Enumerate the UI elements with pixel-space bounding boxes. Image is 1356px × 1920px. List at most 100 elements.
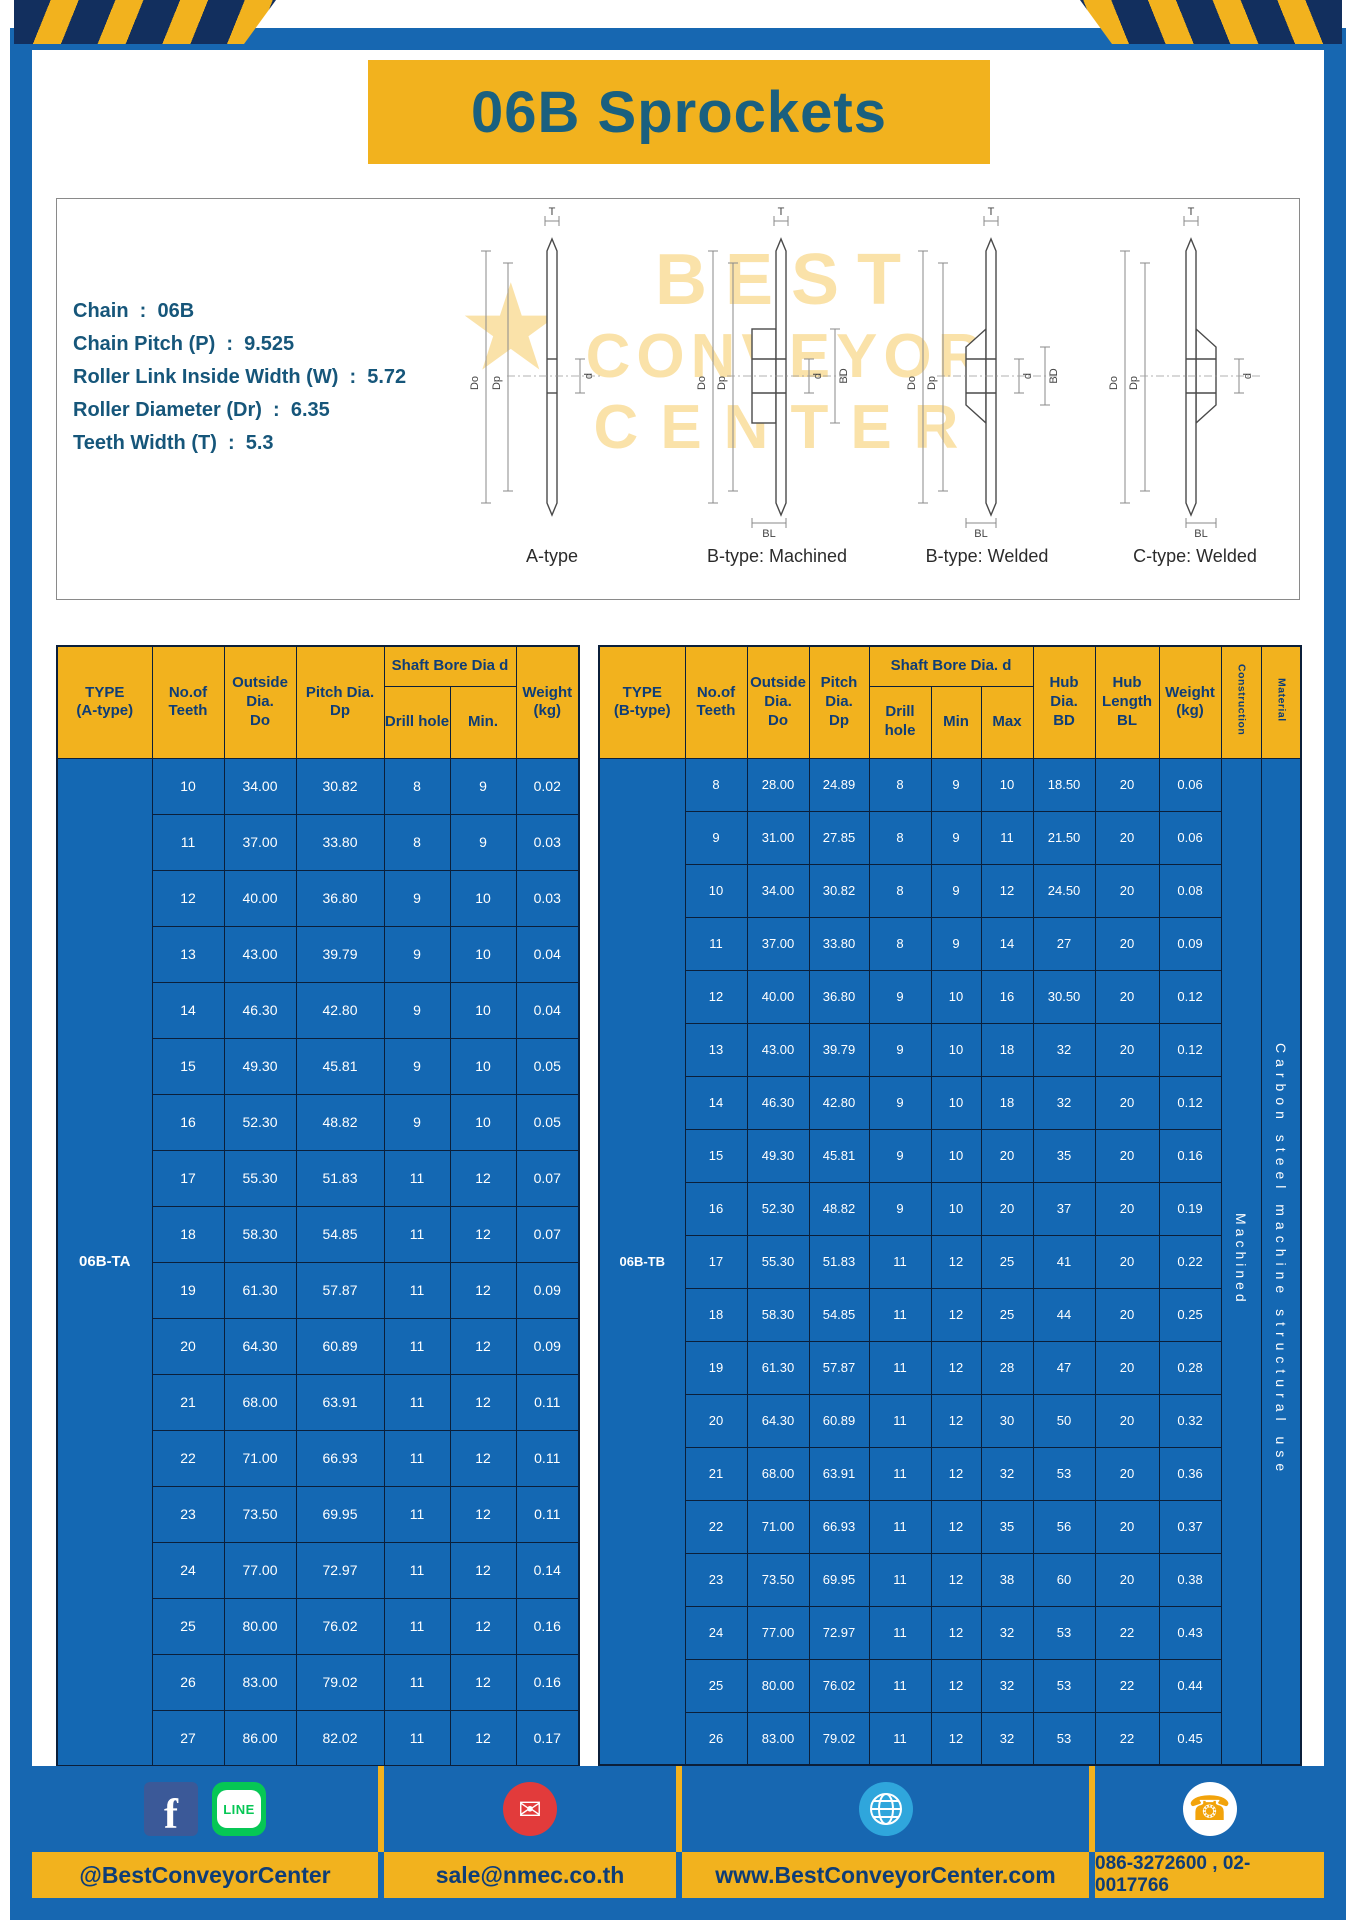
spec-line: Roller Link Inside Width (W) : 5.72 <box>73 366 407 388</box>
drawing-caption: A-type <box>525 546 579 566</box>
table-cell: 18 <box>151 1205 225 1263</box>
table-cell: 76.02 <box>808 1658 870 1713</box>
table-row: 9 31.00 27.85 8 9 11 21.50 20 0.06 <box>599 810 1301 865</box>
table-cell: 0.05 <box>515 1037 580 1095</box>
table-cell: 12 <box>930 1340 982 1395</box>
table-cell: 18 <box>980 1022 1034 1077</box>
table-cell: 20 <box>1094 1499 1160 1554</box>
table-cell: 20 <box>1094 1446 1160 1501</box>
website-url[interactable]: www.BestConveyorCenter.com <box>682 1852 1095 1898</box>
table-cell: 18 <box>980 1075 1034 1130</box>
col-header-hub-dia: Hub Dia. BD <box>1032 645 1096 759</box>
col-group-shaft-bore: Shaft Bore Dia d <box>383 645 517 687</box>
table-cell: 9 <box>684 810 748 865</box>
table-cell: 25 <box>684 1658 748 1713</box>
table-row: 20 64.30 60.89 11 12 0.09 <box>57 1317 580 1375</box>
table-cell: 9 <box>868 1128 932 1183</box>
table-row: 18 58.30 54.85 11 12 25 44 20 0.25 <box>599 1287 1301 1342</box>
table-cell: 38 <box>980 1552 1034 1607</box>
table-cell: 43.00 <box>746 1022 810 1077</box>
spec-line: Chain Pitch (P) : 9.525 <box>73 333 295 355</box>
table-row: 10 34.00 30.82 8 9 12 24.50 20 0.08 <box>599 863 1301 918</box>
table-cell: 50 <box>1032 1393 1096 1448</box>
table-cell: 71.00 <box>746 1499 810 1554</box>
table-cell: 83.00 <box>223 1653 297 1711</box>
phone-icon[interactable]: ☎ <box>1182 1782 1237 1836</box>
email-icon[interactable]: ✉ <box>503 1782 557 1836</box>
table-cell: 12 <box>449 1205 517 1263</box>
svg-text:Dp: Dp <box>926 376 938 390</box>
table-row: 15 49.30 45.81 9 10 20 35 20 0.16 <box>599 1128 1301 1183</box>
footer-email-section: ✉ <box>384 1766 682 1852</box>
table-cell: 9 <box>383 925 451 983</box>
phone-numbers[interactable]: 086-3272600 , 02-0017766 <box>1095 1853 1251 1896</box>
table-cell: 24 <box>684 1605 748 1660</box>
table-cell: 0.45 <box>1158 1711 1222 1766</box>
table-cell: 10 <box>449 869 517 927</box>
table-cell: 11 <box>383 1261 451 1319</box>
table-cell: 37.00 <box>223 813 297 871</box>
col-header-outside-dia: Outside Dia. Do <box>746 645 810 759</box>
col-header-drill-hole: Drill hole <box>868 685 932 759</box>
table-row: 06B-TB 8 28.00 24.89 8 9 10 18.50 20 0.06 Machined… <box>598 757 1302 1766</box>
table-cell: 11 <box>868 1234 932 1289</box>
table-cell: 13 <box>151 925 225 983</box>
table-cell: 27 <box>151 1709 225 1767</box>
table-cell: 20 <box>1094 1128 1160 1183</box>
table-cell: 60.89 <box>808 1393 870 1448</box>
table-cell: 11 <box>383 1317 451 1375</box>
table-cell: 10 <box>151 757 225 815</box>
table-cell: 55.30 <box>223 1149 297 1207</box>
table-cell: 73.50 <box>223 1485 297 1543</box>
col-header-drill-hole: Drill hole <box>383 685 451 759</box>
col-group-shaft-bore: Shaft Bore Dia. d <box>868 645 1034 687</box>
chain-specs: Chain : 06B Chain Pitch (P) : 9.525 Roll… <box>73 295 473 460</box>
title-band: 06B Sprockets <box>368 60 990 164</box>
table-cell: 72.97 <box>808 1605 870 1660</box>
table-cell: 31.00 <box>746 810 810 865</box>
table-row: 22 71.00 66.93 11 12 0.11 <box>57 1429 580 1487</box>
table-cell: 12 <box>930 1711 982 1766</box>
table-row: 11 37.00 33.80 8 9 14 27 20 0.09 <box>599 916 1301 971</box>
table-cell: 0.16 <box>515 1653 580 1711</box>
table-cell: 17 <box>684 1234 748 1289</box>
table-cell: 16 <box>684 1181 748 1236</box>
table-cell: 79.02 <box>808 1711 870 1766</box>
table-cell: 53 <box>1032 1658 1096 1713</box>
table-cell: 19 <box>684 1340 748 1395</box>
hazard-stripe-right <box>1080 0 1342 44</box>
table-cell: 71.00 <box>223 1429 297 1487</box>
table-cell: 12 <box>930 1499 982 1554</box>
email-address[interactable]: sale@nmec.co.th <box>384 1852 682 1898</box>
table-cell: 12 <box>449 1373 517 1431</box>
table-cell: 9 <box>930 810 982 865</box>
table-cell: 46.30 <box>746 1075 810 1130</box>
table-cell: 82.02 <box>295 1709 385 1767</box>
col-header-weight: Weight (kg) <box>515 645 580 759</box>
table-cell: 12 <box>980 863 1034 918</box>
table-cell: 60.89 <box>295 1317 385 1375</box>
table-cell: 0.22 <box>1158 1234 1222 1289</box>
table-cell: 22 <box>1094 1605 1160 1660</box>
footer: f LINE ✉ <box>32 1766 1324 1898</box>
col-header-type: TYPE (B-type) <box>598 645 686 759</box>
footer-phone-section: ☎ <box>1095 1766 1324 1852</box>
table-cell: 53 <box>1032 1446 1096 1501</box>
table-cell: 21.50 <box>1032 810 1096 865</box>
table-cell: 58.30 <box>746 1287 810 1342</box>
facebook-icon[interactable]: f <box>144 1782 198 1836</box>
drawing-caption: B-type: Welded <box>925 546 1049 566</box>
table-row: 22 71.00 66.93 11 12 35 56 20 0.37 <box>599 1499 1301 1554</box>
table-cell: 23 <box>684 1552 748 1607</box>
line-icon[interactable]: LINE <box>212 1782 266 1836</box>
table-cell: 11 <box>868 1287 932 1342</box>
table-cell: 45.81 <box>808 1128 870 1183</box>
table-cell: 26 <box>684 1711 748 1766</box>
globe-icon[interactable] <box>858 1782 913 1836</box>
table-cell: 16 <box>151 1093 225 1151</box>
table-cell: 10 <box>449 981 517 1039</box>
table-cell: 76.02 <box>295 1597 385 1655</box>
table-cell: 77.00 <box>223 1541 297 1599</box>
social-handle[interactable]: @BestConveyorCenter <box>32 1852 384 1898</box>
table-cell: 11 <box>383 1485 451 1543</box>
